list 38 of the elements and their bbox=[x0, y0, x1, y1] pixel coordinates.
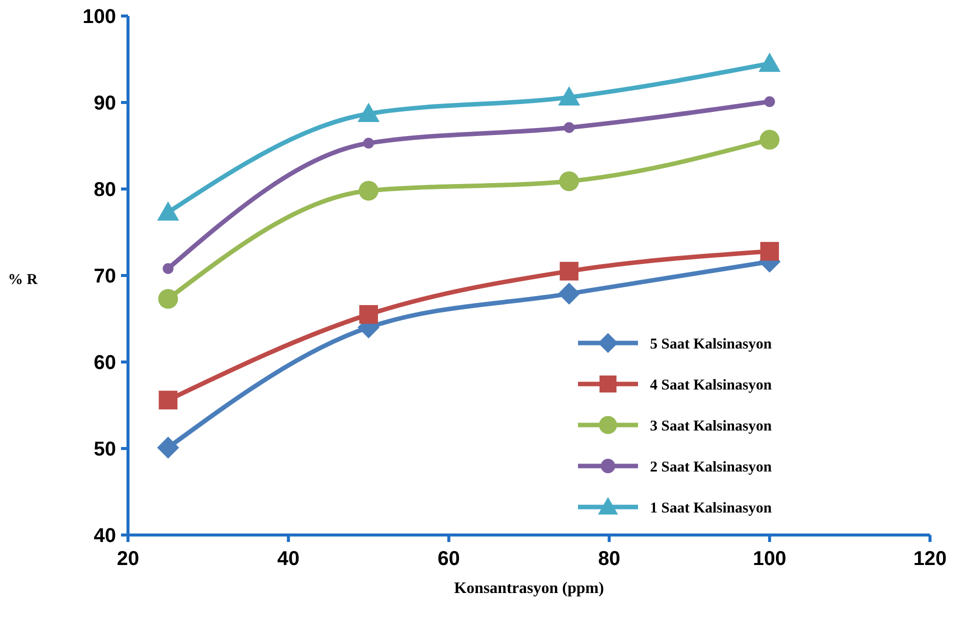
point bbox=[162, 263, 174, 274]
x-axis-title: Konsantrasyon (ppm) bbox=[454, 580, 604, 597]
legend-label: 3 Saat Kalsinasyon bbox=[650, 418, 772, 434]
point bbox=[358, 102, 380, 122]
x-tick-label: 60 bbox=[438, 548, 460, 570]
y-tick-label: 80 bbox=[94, 179, 116, 201]
x-tick-label: 120 bbox=[913, 548, 947, 570]
y-tick-label: 50 bbox=[94, 438, 116, 460]
legend-label: 4 Saat Kalsinasyon bbox=[650, 377, 772, 394]
point bbox=[764, 96, 775, 108]
y-tick-label: 70 bbox=[94, 266, 116, 288]
y-tick-label: 40 bbox=[94, 525, 116, 547]
point bbox=[157, 201, 180, 221]
x-tick-label: 80 bbox=[598, 548, 620, 570]
point bbox=[358, 180, 378, 201]
y-tick-label: 90 bbox=[94, 92, 116, 114]
x-tick-label: 40 bbox=[277, 548, 300, 570]
x-tick-label: 100 bbox=[752, 548, 786, 570]
x-tick-label: 20 bbox=[116, 548, 140, 570]
point bbox=[560, 262, 578, 281]
point bbox=[760, 130, 780, 150]
point bbox=[564, 122, 574, 133]
y-axis-title: % R bbox=[8, 272, 38, 288]
point bbox=[559, 171, 579, 192]
point bbox=[158, 288, 178, 309]
y-tick-label: 60 bbox=[94, 352, 116, 374]
point bbox=[158, 390, 178, 410]
y-tick-label: 100 bbox=[82, 6, 116, 28]
point bbox=[558, 282, 580, 305]
point bbox=[558, 86, 580, 106]
legend-label: 1 Saat Kalsinasyon bbox=[650, 500, 772, 516]
point bbox=[758, 52, 781, 72]
point bbox=[157, 436, 180, 459]
legend-label: 2 Saat Kalsinasyon bbox=[650, 459, 772, 476]
point bbox=[363, 138, 374, 149]
legend-label: 5 Saat Kalsinasyon bbox=[650, 336, 772, 352]
point bbox=[760, 242, 779, 261]
point bbox=[359, 305, 378, 324]
